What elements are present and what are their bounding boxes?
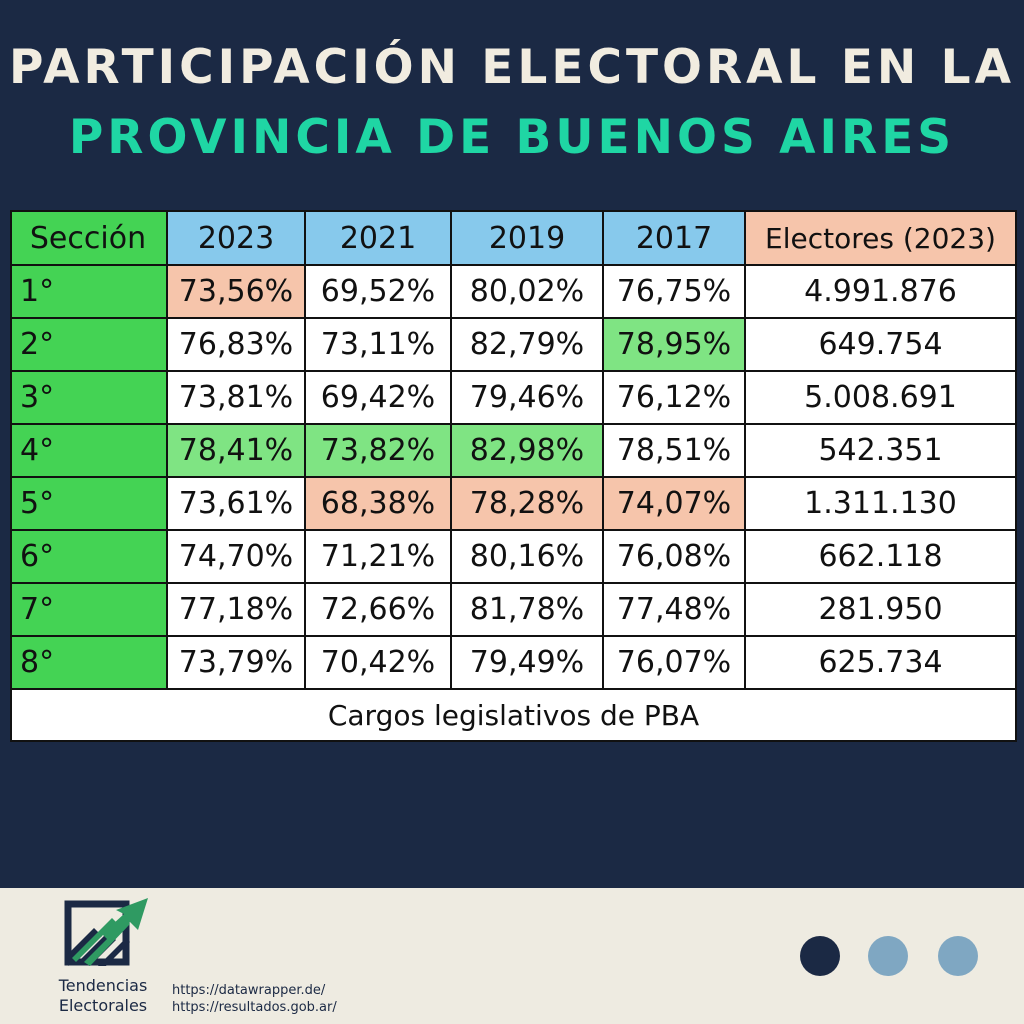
cell-electores: 281.950 bbox=[744, 582, 1017, 637]
table-row: 3° 73,81% 69,42% 79,46% 76,12% 5.008.691 bbox=[10, 370, 1017, 425]
footer-bar: Tendencias Electorales https://datawrapp… bbox=[0, 888, 1024, 1024]
table-header-row: Sección 2023 2021 2019 2017 Electores (2… bbox=[10, 210, 1017, 266]
cell-2023: 76,83% bbox=[166, 317, 306, 372]
chart-arrow-up-icon bbox=[64, 898, 148, 966]
participation-table: Sección 2023 2021 2019 2017 Electores (2… bbox=[10, 210, 1017, 742]
pagination-dot-active[interactable] bbox=[800, 936, 840, 976]
cell-2019: 81,78% bbox=[450, 582, 604, 637]
cell-seccion: 2° bbox=[10, 317, 168, 372]
table-footer-note: Cargos legislativos de PBA bbox=[10, 688, 1017, 742]
cell-seccion: 4° bbox=[10, 423, 168, 478]
cell-2021: 71,21% bbox=[304, 529, 452, 584]
cell-2021: 72,66% bbox=[304, 582, 452, 637]
cell-2017: 76,12% bbox=[602, 370, 746, 425]
cell-2017: 77,48% bbox=[602, 582, 746, 637]
cell-2023: 73,81% bbox=[166, 370, 306, 425]
brand-line-1: Tendencias bbox=[58, 976, 148, 995]
cell-2021: 70,42% bbox=[304, 635, 452, 690]
table-row: 5° 73,61% 68,38% 78,28% 74,07% 1.311.130 bbox=[10, 476, 1017, 531]
cell-2017: 76,75% bbox=[602, 264, 746, 319]
cell-2021: 73,11% bbox=[304, 317, 452, 372]
table-row: 2° 76,83% 73,11% 82,79% 78,95% 649.754 bbox=[10, 317, 1017, 372]
source-link[interactable]: https://datawrapper.de/ bbox=[172, 983, 326, 998]
cell-2017: 76,08% bbox=[602, 529, 746, 584]
header-2017: 2017 bbox=[602, 210, 746, 266]
cell-seccion: 6° bbox=[10, 529, 168, 584]
cell-2023: 77,18% bbox=[166, 582, 306, 637]
cell-2023: 73,79% bbox=[166, 635, 306, 690]
pagination-dot[interactable] bbox=[938, 936, 978, 976]
table-row: 1° 73,56% 69,52% 80,02% 76,75% 4.991.876 bbox=[10, 264, 1017, 319]
cell-electores: 649.754 bbox=[744, 317, 1017, 372]
cell-2019: 78,28% bbox=[450, 476, 604, 531]
cell-electores: 662.118 bbox=[744, 529, 1017, 584]
cell-seccion: 5° bbox=[10, 476, 168, 531]
table-row: 6° 74,70% 71,21% 80,16% 76,08% 662.118 bbox=[10, 529, 1017, 584]
cell-2023: 73,56% bbox=[166, 264, 306, 319]
table-footer-row: Cargos legislativos de PBA bbox=[10, 688, 1017, 742]
cell-2019: 79,49% bbox=[450, 635, 604, 690]
cell-2019: 79,46% bbox=[450, 370, 604, 425]
header-2019: 2019 bbox=[450, 210, 604, 266]
cell-electores: 1.311.130 bbox=[744, 476, 1017, 531]
cell-2023: 78,41% bbox=[166, 423, 306, 478]
brand-name: Tendencias Electorales bbox=[40, 976, 166, 1016]
cell-seccion: 7° bbox=[10, 582, 168, 637]
cell-2017: 74,07% bbox=[602, 476, 746, 531]
header-electores: Electores (2023) bbox=[744, 210, 1017, 266]
cell-2017: 78,51% bbox=[602, 423, 746, 478]
cell-2021: 68,38% bbox=[304, 476, 452, 531]
cell-2021: 73,82% bbox=[304, 423, 452, 478]
cell-2021: 69,52% bbox=[304, 264, 452, 319]
cell-2019: 80,16% bbox=[450, 529, 604, 584]
cell-electores: 5.008.691 bbox=[744, 370, 1017, 425]
table-row: 7° 77,18% 72,66% 81,78% 77,48% 281.950 bbox=[10, 582, 1017, 637]
pagination-dot[interactable] bbox=[868, 936, 908, 976]
source-link[interactable]: https://resultados.gob.ar/ bbox=[172, 1000, 337, 1015]
table-row: 4° 78,41% 73,82% 82,98% 78,51% 542.351 bbox=[10, 423, 1017, 478]
cell-seccion: 8° bbox=[10, 635, 168, 690]
cell-2019: 80,02% bbox=[450, 264, 604, 319]
cell-2019: 82,98% bbox=[450, 423, 604, 478]
cell-electores: 625.734 bbox=[744, 635, 1017, 690]
header-seccion: Sección bbox=[10, 210, 168, 266]
header-2023: 2023 bbox=[166, 210, 306, 266]
cell-2019: 82,79% bbox=[450, 317, 604, 372]
title-line-1: PARTICIPACIÓN ELECTORAL EN LA bbox=[9, 40, 1015, 95]
cell-seccion: 3° bbox=[10, 370, 168, 425]
cell-2023: 73,61% bbox=[166, 476, 306, 531]
cell-2017: 76,07% bbox=[602, 635, 746, 690]
title-line-2: PROVINCIA DE BUENOS AIRES bbox=[68, 110, 956, 165]
sources-list: https://datawrapper.de/ https://resultad… bbox=[172, 982, 337, 1016]
cell-2023: 74,70% bbox=[166, 529, 306, 584]
cell-2021: 69,42% bbox=[304, 370, 452, 425]
table-row: 8° 73,79% 70,42% 79,49% 76,07% 625.734 bbox=[10, 635, 1017, 690]
cell-2017: 78,95% bbox=[602, 317, 746, 372]
brand-line-2: Electorales bbox=[58, 996, 148, 1015]
cell-electores: 4.991.876 bbox=[744, 264, 1017, 319]
cell-electores: 542.351 bbox=[744, 423, 1017, 478]
header-2021: 2021 bbox=[304, 210, 452, 266]
cell-seccion: 1° bbox=[10, 264, 168, 319]
